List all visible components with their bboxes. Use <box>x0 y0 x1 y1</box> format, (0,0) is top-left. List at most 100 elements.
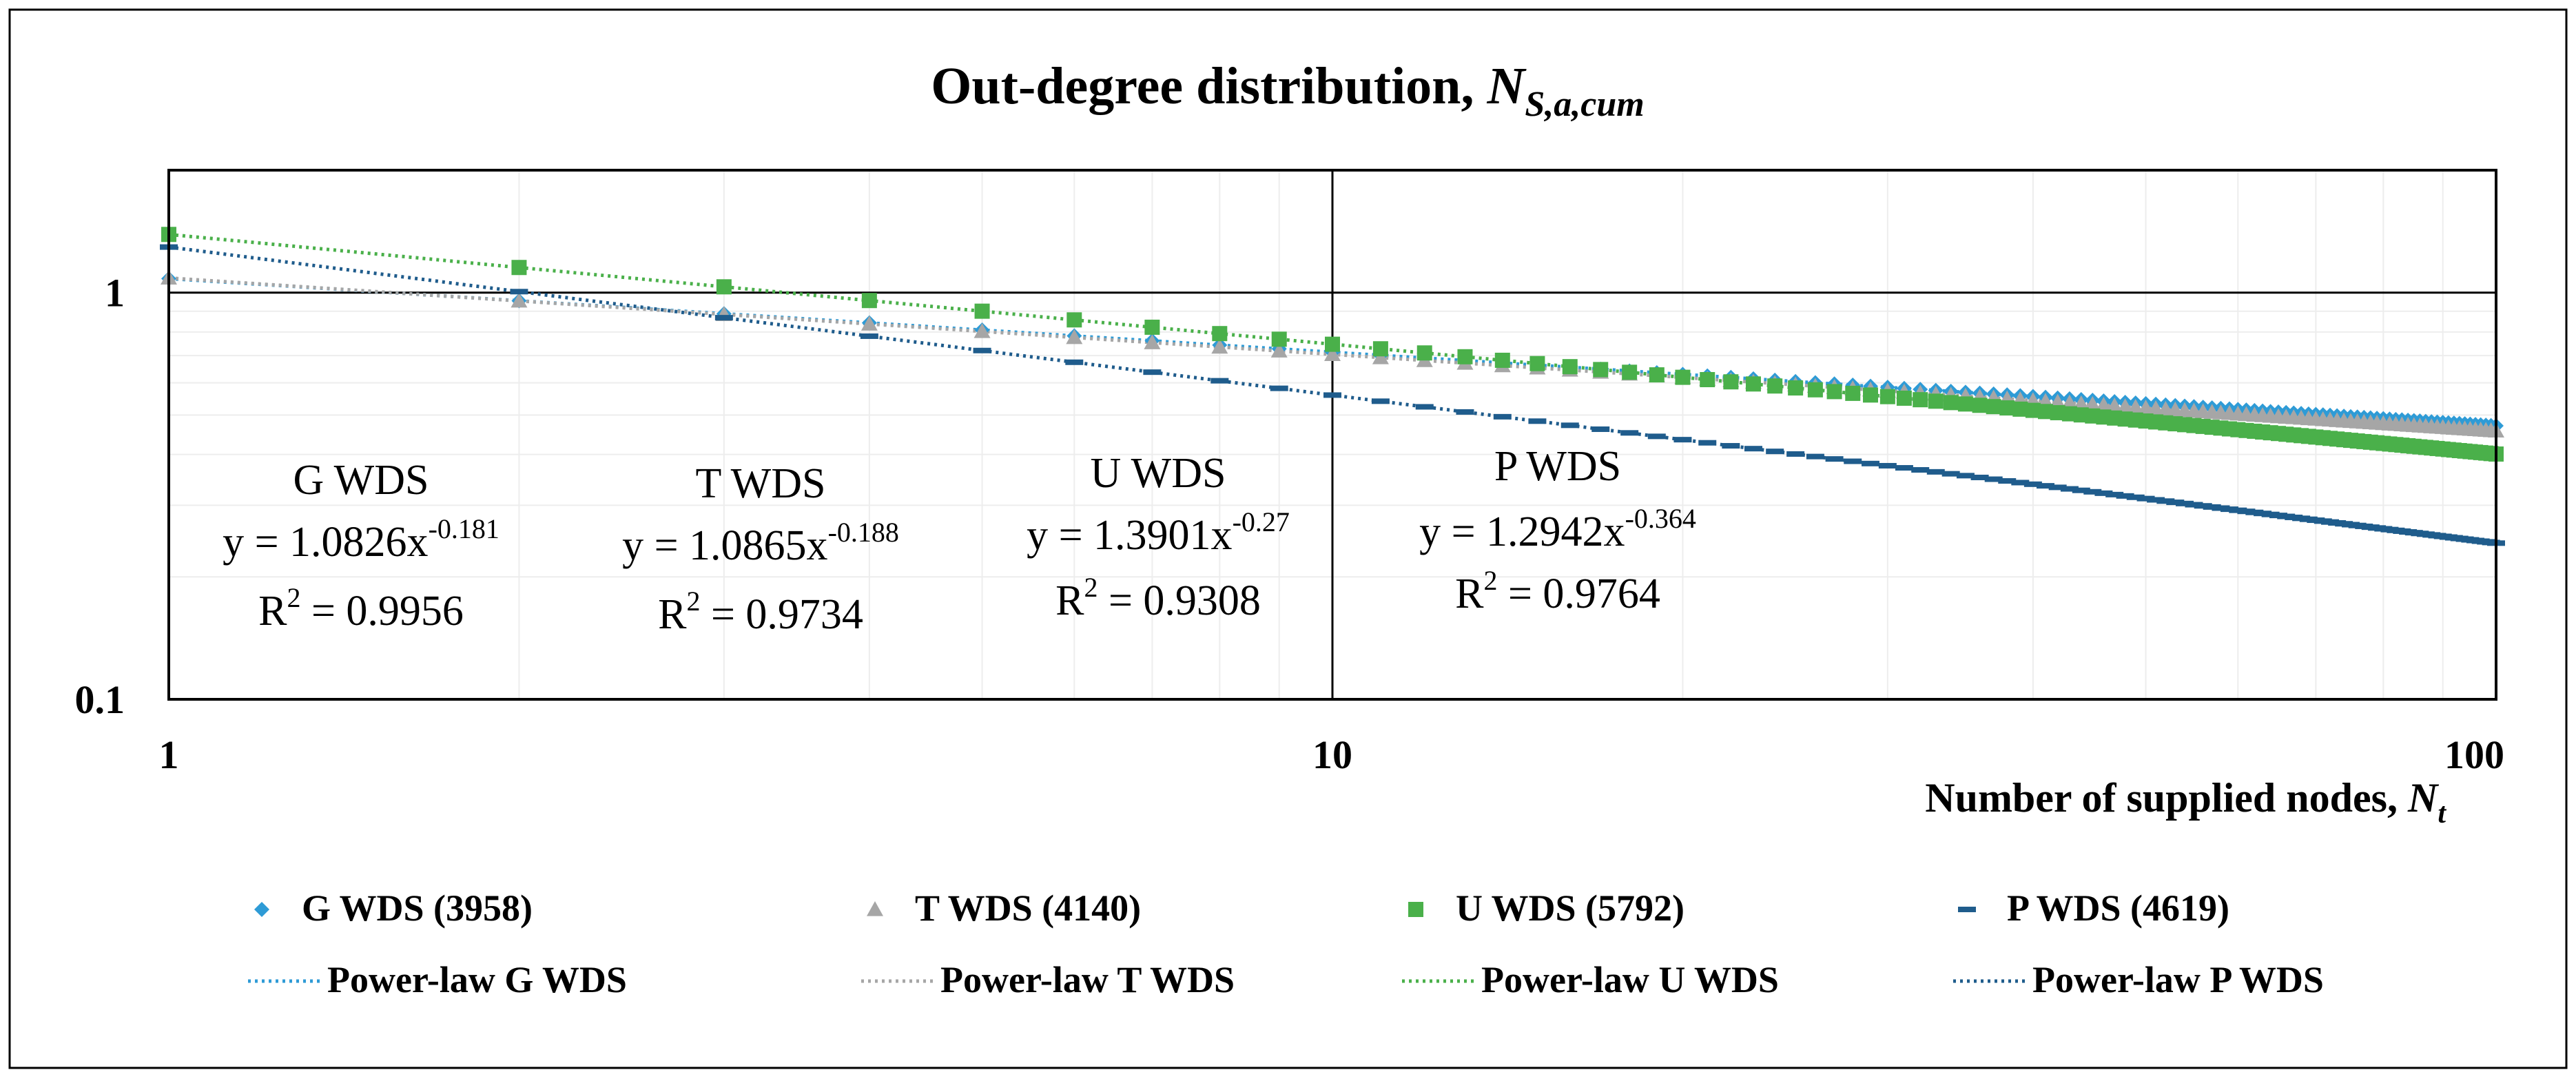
data-point <box>2137 399 2154 415</box>
data-point <box>1744 446 1762 452</box>
series-u-wds <box>161 227 2504 462</box>
legend-marker-icon <box>1408 902 1423 917</box>
data-point <box>1723 374 1739 390</box>
data-point <box>1211 338 1228 354</box>
data-point <box>2037 404 2053 420</box>
axis-tick-labels: 1 10 100 0.1 1 <box>75 271 2505 777</box>
data-point <box>861 316 878 331</box>
data-point <box>1943 395 1959 411</box>
data-point <box>2116 398 2134 413</box>
data-point <box>1143 369 1162 375</box>
data-point <box>1372 341 1388 357</box>
data-point <box>510 289 528 295</box>
data-point <box>1371 398 1390 404</box>
data-point <box>2083 488 2102 495</box>
data-point <box>1999 400 2015 416</box>
data-point <box>1493 413 1512 420</box>
data-point <box>1788 380 1804 396</box>
data-point <box>1926 469 1945 475</box>
data-point <box>1700 371 1715 387</box>
data-point <box>2061 394 2078 410</box>
data-point <box>860 333 878 339</box>
data-point <box>1878 462 1897 469</box>
data-point <box>861 293 877 309</box>
chart-frame <box>8 8 2568 1069</box>
annotation-r2: R2 = 0.9308 <box>1055 572 1261 624</box>
annotation-title: T WDS <box>696 460 826 507</box>
data-point <box>1622 364 1638 380</box>
data-point <box>2116 493 2134 499</box>
data-point <box>1457 349 1473 364</box>
data-points <box>160 227 2505 546</box>
legend-marker-icon <box>254 902 269 917</box>
data-point <box>1928 393 1944 409</box>
annotation-r2: R2 = 0.9734 <box>658 586 863 638</box>
plot-area-border <box>167 169 2497 701</box>
data-point <box>1144 319 1160 335</box>
annotation-g-wds: G WDS y = 1.0826x-0.181 R2 = 0.9956 <box>223 457 499 635</box>
annotation-equation: y = 1.0865x-0.188 <box>622 517 899 569</box>
annotation-u-wds: U WDS y = 1.3901x-0.27 R2 = 0.9308 <box>1027 450 1290 624</box>
data-point <box>1970 474 1989 480</box>
data-point <box>1896 390 1912 406</box>
annotation-equation: y = 1.0826x-0.181 <box>223 513 499 566</box>
data-point <box>2036 483 2054 489</box>
legend-marker-icon <box>1958 907 1976 912</box>
data-point <box>1998 478 2017 484</box>
data-point <box>2136 495 2155 502</box>
data-point <box>1806 453 1824 460</box>
legend-label: T WDS (4140) <box>915 887 1141 929</box>
data-point <box>1560 422 1579 429</box>
data-point <box>1826 384 1842 400</box>
data-point <box>1745 376 1761 392</box>
data-point <box>1941 471 1960 477</box>
data-point <box>2072 487 2090 493</box>
data-point <box>1913 392 1928 408</box>
legend-marker-icon <box>867 901 883 916</box>
data-point <box>2156 498 2175 504</box>
data-point <box>1066 329 1083 344</box>
data-point <box>1879 389 1895 404</box>
data-point <box>1767 378 1783 394</box>
data-point <box>1456 409 1474 415</box>
data-point <box>1210 378 1229 384</box>
data-point <box>2147 497 2165 503</box>
data-point <box>1861 460 1879 466</box>
legend-label: Power-law T WDS <box>940 959 1235 1000</box>
data-point <box>1325 336 1340 352</box>
data-point <box>1415 404 1434 410</box>
data-point <box>1270 342 1288 358</box>
data-point <box>1825 456 1844 462</box>
data-point <box>1698 440 1717 446</box>
data-point <box>1562 359 1578 375</box>
data-point <box>1862 387 1878 403</box>
data-point <box>2012 401 2028 417</box>
y-tick-label: 1 <box>105 271 125 316</box>
legend-item-u-wds: U WDS (5792) <box>1408 887 1684 929</box>
data-point <box>973 322 991 338</box>
data-point <box>2166 500 2185 506</box>
data-point <box>2025 402 2041 418</box>
x-axis-label: Number of supplied nodes, Nt <box>1925 775 2446 830</box>
data-point <box>1675 369 1691 385</box>
data-point <box>1372 349 1389 364</box>
legend: G WDS (3958) T WDS (4140) U WDS (5792) P WD… <box>248 887 2324 1000</box>
data-point <box>1845 385 1861 401</box>
data-point <box>2094 490 2113 496</box>
data-point <box>716 279 732 295</box>
annotation-r2: R2 = 0.9956 <box>258 582 464 635</box>
data-point <box>1844 458 1862 464</box>
x-tick-label: 100 <box>2444 732 2504 777</box>
data-point <box>1212 326 1228 342</box>
data-point <box>1067 312 1082 328</box>
annotation-title: U WDS <box>1091 450 1226 497</box>
legend-label: P WDS (4619) <box>2007 887 2229 929</box>
data-point <box>1324 346 1341 362</box>
data-point <box>2185 502 2203 508</box>
legend-label: U WDS (5792) <box>1456 887 1684 929</box>
data-point <box>2023 481 2042 487</box>
data-point <box>2061 406 2077 422</box>
data-point <box>1911 466 1930 473</box>
